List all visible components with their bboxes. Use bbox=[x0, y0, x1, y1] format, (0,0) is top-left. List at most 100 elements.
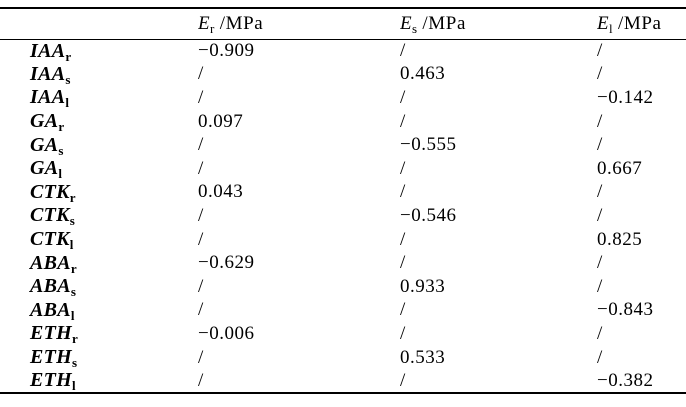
empty-header-cell bbox=[0, 8, 198, 39]
row-label-subscript: r bbox=[70, 260, 77, 275]
header-symbol: E bbox=[400, 12, 413, 34]
table-row: ETHs / 0.533 / bbox=[0, 346, 686, 370]
row-label-subscript: r bbox=[72, 331, 78, 346]
cell-el: / bbox=[597, 204, 603, 226]
row-label-subscript: l bbox=[69, 237, 74, 252]
cell-es: / bbox=[400, 86, 406, 108]
cell-er: / bbox=[198, 204, 204, 226]
cell-el: / bbox=[597, 110, 603, 132]
cell-el: / bbox=[597, 181, 603, 203]
cell-el: / bbox=[597, 40, 603, 62]
header-unit: /MPa bbox=[214, 12, 264, 34]
table-row: IAAs / 0.463 / bbox=[0, 62, 686, 87]
row-label: ETHr bbox=[30, 322, 78, 346]
table-row: ETHr −0.006 / / bbox=[0, 322, 686, 346]
cell-es: 0.933 bbox=[400, 275, 446, 297]
table-row: CTKl / / 0.825 bbox=[0, 228, 686, 252]
row-label-subscript: r bbox=[58, 119, 65, 134]
table-header: Er /MPa Es /MPa El /MPa bbox=[0, 8, 686, 39]
cell-es: / bbox=[400, 252, 406, 274]
table-row: ETHl / / −0.382 bbox=[0, 369, 686, 393]
cell-el: / bbox=[597, 346, 603, 368]
cell-er: / bbox=[198, 86, 204, 108]
row-label-subscript: s bbox=[58, 142, 64, 157]
cell-es: / bbox=[400, 40, 406, 62]
cell-es: / bbox=[400, 299, 406, 321]
row-label-subscript: s bbox=[72, 355, 78, 370]
cell-el: / bbox=[597, 252, 603, 274]
header-symbol: E bbox=[597, 12, 610, 34]
cell-es: / bbox=[400, 157, 406, 179]
cell-er: −0.909 bbox=[198, 40, 255, 62]
table-row: IAAr −0.909 / / bbox=[0, 39, 686, 63]
row-label: ABAr bbox=[30, 251, 77, 275]
cell-er: / bbox=[198, 228, 204, 250]
header-subscript: r bbox=[210, 20, 215, 36]
header-cell-er: Er /MPa bbox=[198, 8, 400, 39]
row-label: CTKr bbox=[30, 180, 76, 205]
row-label-subscript: l bbox=[70, 307, 75, 323]
cell-el: −0.382 bbox=[597, 369, 654, 391]
row-label-subscript: r bbox=[65, 48, 72, 63]
header-symbol: E bbox=[198, 12, 211, 34]
table-row: IAAl / / −0.142 bbox=[0, 86, 686, 110]
row-label-subscript: s bbox=[70, 284, 76, 299]
table-row: ABAr −0.629 / / bbox=[0, 251, 686, 275]
cell-el: 0.825 bbox=[597, 228, 643, 250]
table-row: GAs / −0.555 / bbox=[0, 133, 686, 157]
row-label: GAr bbox=[30, 110, 65, 134]
table-row: ABAl / / −0.843 bbox=[0, 298, 686, 323]
cell-es: 0.463 bbox=[400, 63, 446, 85]
header-unit: /MPa bbox=[612, 12, 662, 34]
row-label: ABAl bbox=[30, 298, 75, 323]
cell-er: / bbox=[198, 134, 204, 156]
row-label: ETHl bbox=[30, 369, 76, 394]
cell-er: / bbox=[198, 157, 204, 179]
cell-el: 0.667 bbox=[597, 157, 643, 179]
table-row: ABAs / 0.933 / bbox=[0, 275, 686, 299]
row-label: GAl bbox=[30, 157, 63, 181]
row-label: IAAl bbox=[30, 86, 69, 110]
cell-el: / bbox=[597, 275, 603, 297]
cell-er: −0.629 bbox=[198, 252, 255, 274]
cell-er: / bbox=[198, 63, 204, 85]
cell-es: −0.546 bbox=[400, 204, 457, 226]
row-label-subscript: r bbox=[69, 189, 76, 205]
row-label-subscript: l bbox=[72, 378, 76, 394]
header-row: Er /MPa Es /MPa El /MPa bbox=[0, 8, 686, 39]
cell-el: / bbox=[597, 63, 603, 85]
header-unit: /MPa bbox=[417, 12, 467, 34]
cell-es: 0.533 bbox=[400, 346, 446, 368]
cell-el: / bbox=[597, 134, 603, 156]
cell-es: / bbox=[400, 228, 406, 250]
row-label: ETHs bbox=[30, 346, 78, 370]
row-label: ABAs bbox=[30, 275, 76, 299]
header-subscript: s bbox=[412, 20, 418, 36]
table-row: CTKs / −0.546 / bbox=[0, 204, 686, 227]
cell-er: / bbox=[198, 299, 204, 321]
cell-el: −0.843 bbox=[597, 299, 654, 321]
row-label: GAs bbox=[30, 133, 64, 157]
cell-es: / bbox=[400, 322, 406, 344]
table-body: IAAr −0.909 / / IAAs / 0.463 / IAAl / / … bbox=[0, 39, 686, 394]
table-row: GAl / / 0.667 bbox=[0, 157, 686, 181]
header-cell-el: El /MPa bbox=[597, 8, 686, 39]
cell-es: / bbox=[400, 110, 406, 132]
table-row: GAr 0.097 / / bbox=[0, 110, 686, 134]
row-label: IAAr bbox=[30, 39, 72, 63]
cell-es: −0.555 bbox=[400, 134, 457, 156]
cell-es: / bbox=[400, 369, 406, 391]
page: Er /MPa Es /MPa El /MPa IAAr −0.909 / / … bbox=[0, 7, 686, 407]
cell-es: / bbox=[400, 181, 406, 203]
cell-el: / bbox=[597, 322, 603, 344]
cell-el: −0.142 bbox=[597, 86, 654, 108]
cell-er: −0.006 bbox=[198, 322, 255, 344]
cell-er: 0.097 bbox=[198, 110, 244, 132]
cell-er: / bbox=[198, 275, 204, 297]
cell-er: 0.043 bbox=[198, 181, 244, 203]
correlation-table: Er /MPa Es /MPa El /MPa IAAr −0.909 / / … bbox=[0, 7, 686, 395]
header-cell-es: Es /MPa bbox=[400, 8, 597, 39]
row-label: CTKl bbox=[30, 228, 74, 252]
row-label: IAAs bbox=[30, 62, 71, 87]
header-subscript: l bbox=[609, 20, 613, 36]
